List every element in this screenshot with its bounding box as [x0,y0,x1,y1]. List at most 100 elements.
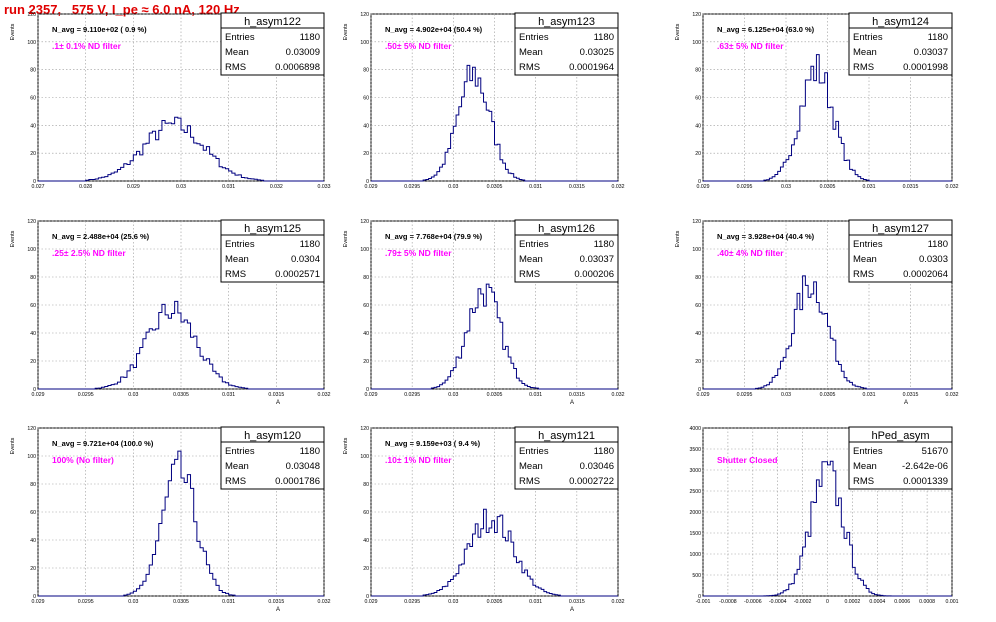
stats-label: RMS [853,62,874,73]
x-tick-label: -0.0006 [744,599,762,605]
y-tick-label: 60 [30,510,36,516]
histogram-line [38,450,324,597]
stats-label: Entries [225,32,255,43]
stats-box: hPed_asym Entries 51670 Mean -2.642e-06 RMS 0.… [848,426,953,490]
y-tick-label: 120 [27,12,36,18]
y-tick-label: 120 [360,219,369,225]
histogram-name: h_asym123 [538,16,595,28]
stats-value: 0.0001998 [903,62,948,73]
y-tick-label: 1500 [689,531,701,537]
x-tick-label: 0.031 [222,392,235,398]
stats-label: Mean [519,47,543,58]
y-tick-label: 20 [30,566,36,572]
histogram-line [38,300,324,390]
stats-value: 1180 [300,446,320,457]
y-tick-label: 500 [692,573,701,579]
histogram-line [38,116,324,182]
stats-box: h_asym123 Entries 1180 Mean 0.03025 RMS 0.0001… [514,12,619,76]
y-axis-label: Events [675,23,681,40]
x-tick-label: 0.0004 [869,599,885,605]
stats-box: h_asym122 Entries 1180 Mean 0.03009 RMS 0.0006… [220,12,325,76]
y-tick-label: 120 [27,426,36,432]
y-tick-label: 3000 [689,468,701,474]
stats-label: RMS [519,476,540,487]
y-tick-label: 40 [363,331,369,337]
x-tick-label: 0.032 [318,599,331,605]
x-tick-label: 0.032 [612,184,625,190]
x-tick-label: 0.0315 [569,599,585,605]
filter-annotation: 100% (No filter) [52,455,114,465]
stats-value: 0.03009 [286,47,320,58]
x-tick-label: 0.03 [448,184,458,190]
y-tick-label: 60 [363,303,369,309]
x-tick-label: -0.001 [696,599,711,605]
stats-value: 0.03025 [580,47,614,58]
histogram-name: h_asym125 [244,223,301,235]
stats-value: 0.0002722 [569,476,614,487]
stats-label: RMS [853,476,874,487]
stats-label: Mean [225,461,249,472]
stats-label: Mean [853,47,877,58]
y-tick-label: 0 [366,179,369,185]
y-tick-label: 0 [33,594,36,600]
stats-label: Mean [853,461,877,472]
x-tick-label: 0.03 [448,392,458,398]
histogram-panel-h_asym127: 0.029 0.0295 0.03 0.0305 0.031 0.0315 0.032 0 20… [675,219,959,406]
x-tick-label: 0.03 [448,599,458,605]
x-tick-label: 0.029 [365,392,378,398]
n-avg-header: N_avg = 9.159e+03 ( 9.4 %) [385,439,481,448]
x-tick-label: 0.032 [612,392,625,398]
stats-label: Entries [853,239,883,250]
histogram-panel-h_asym123: 0.029 0.0295 0.03 0.0305 0.031 0.0315 0.032 0 20… [343,12,625,190]
x-tick-label: 0.032 [612,599,625,605]
y-tick-label: 0 [366,594,369,600]
y-tick-label: 120 [360,12,369,18]
stats-value: 0.0001339 [903,476,948,487]
histogram-panel-h_asym120: 0.029 0.0295 0.03 0.0305 0.031 0.0315 0.032 0 20… [10,426,331,613]
x-tick-label: 0.0305 [173,599,189,605]
stats-box: h_asym120 Entries 1180 Mean 0.03048 RMS 0.0001… [220,426,325,490]
y-tick-label: 100 [27,454,36,460]
histogram-name: h_asym127 [872,223,929,235]
filter-annotation: .1± 0.1% ND filter [52,41,122,51]
filter-annotation: .63± 5% ND filter [717,41,784,51]
y-tick-label: 100 [360,247,369,253]
y-tick-label: 20 [695,359,701,365]
y-tick-label: 100 [692,40,701,46]
x-tick-label: 0.0315 [569,184,585,190]
n-avg-header: N_avg = 6.125e+04 (63.0 %) [717,25,815,34]
stats-value: 0.0001786 [275,476,320,487]
stats-label: Mean [225,254,249,265]
x-axis-label: A [904,400,908,406]
stats-box: h_asym126 Entries 1180 Mean 0.03037 RMS 0.0002… [514,219,619,283]
stats-label: RMS [853,269,874,280]
y-axis-label: Events [675,230,681,247]
histogram-line [703,54,952,182]
x-tick-label: 0.03 [128,392,138,398]
x-axis-label: A [570,607,574,613]
filter-annotation: Shutter Closed [717,455,777,465]
x-tick-label: -0.0008 [719,599,737,605]
stats-value: 51670 [922,446,948,457]
y-tick-label: 100 [27,247,36,253]
x-axis-label: A [276,607,280,613]
histogram-panel-h_asym121: 0.029 0.0295 0.03 0.0305 0.031 0.0315 0.032 0 20… [343,426,625,613]
stats-label: Mean [519,461,543,472]
n-avg-header: N_avg = 3.928e+04 (40.4 %) [717,232,815,241]
y-tick-label: 120 [692,12,701,18]
y-tick-label: 20 [363,566,369,572]
y-tick-label: 80 [30,68,36,74]
stats-label: RMS [225,62,246,73]
x-tick-label: 0.032 [270,184,283,190]
y-tick-label: 100 [360,40,369,46]
histogram-panel-h_asym125: 0.029 0.0295 0.03 0.0305 0.031 0.0315 0.032 0 20… [10,219,331,406]
x-tick-label: 0.031 [222,599,235,605]
x-tick-label: 0.031 [863,392,876,398]
stats-label: Mean [225,47,249,58]
stats-value: 0.0002064 [903,269,948,280]
x-tick-label: 0.031 [222,184,235,190]
stats-label: RMS [519,62,540,73]
x-tick-label: 0.0305 [173,392,189,398]
stats-label: Mean [519,254,543,265]
y-tick-label: 40 [363,123,369,129]
